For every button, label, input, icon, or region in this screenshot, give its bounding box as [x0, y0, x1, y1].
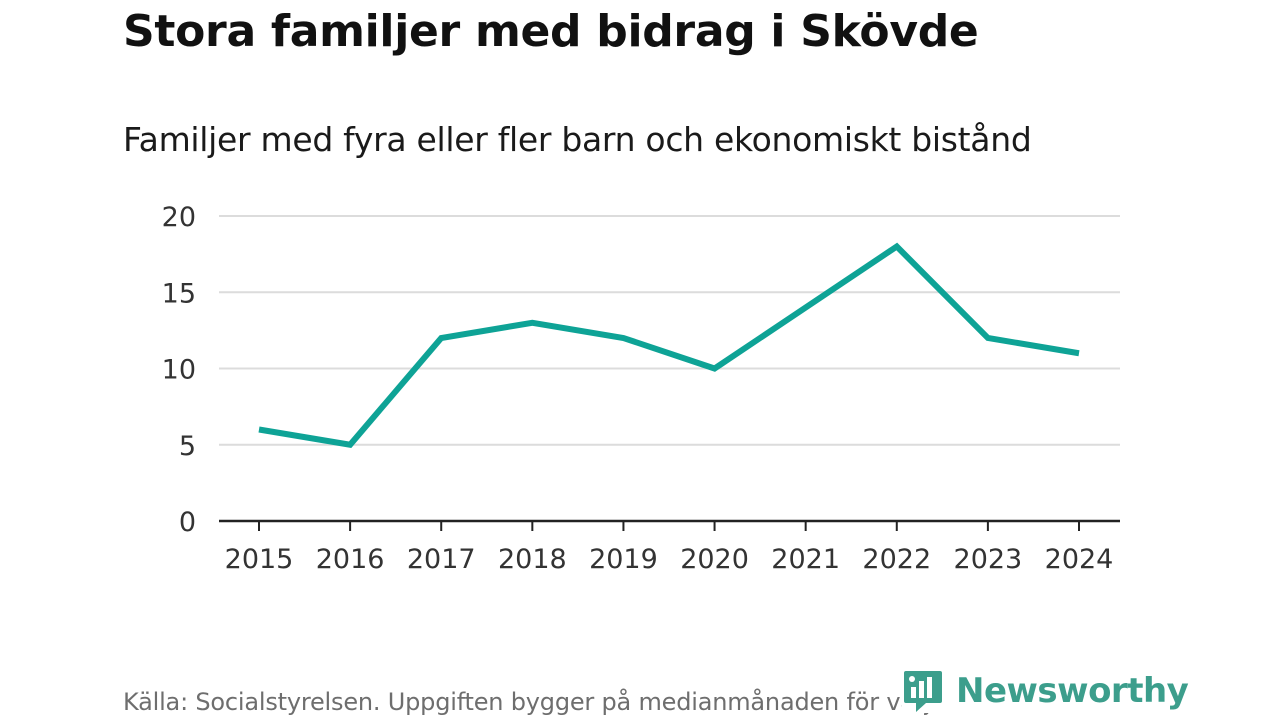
logo-text: Newsworthy — [956, 671, 1189, 711]
source-note: Källa: Socialstyrelsen. Uppgiften bygger… — [123, 688, 978, 716]
chart-subtitle: Familjer med fyra eller fler barn och ek… — [123, 120, 1032, 159]
x-tick-label-2015: 2015 — [225, 544, 294, 575]
x-tick-label-2022: 2022 — [862, 544, 931, 575]
series-line-0 — [258, 242, 1080, 448]
x-tick-label-2020: 2020 — [680, 544, 749, 575]
y-tick-label-0: 0 — [179, 507, 196, 538]
newsworthy-logo: Newsworthy — [902, 669, 1193, 713]
x-tick-label-2017: 2017 — [407, 544, 476, 575]
x-axis-labels: 2015 2016 2017 2018 2019 2020 2021 2022 2023 2024 — [225, 544, 1114, 575]
x-tick-label-2016: 2016 — [316, 544, 385, 575]
gridlines — [219, 215, 1120, 446]
series-layer — [258, 242, 1080, 448]
y-tick-label-20: 20 — [162, 202, 196, 233]
x-tick-label-2021: 2021 — [771, 544, 840, 575]
x-tick-label-2024: 2024 — [1045, 544, 1114, 575]
y-tick-label-5: 5 — [179, 431, 196, 462]
x-tick-label-2019: 2019 — [589, 544, 658, 575]
x-tick-label-2023: 2023 — [954, 544, 1023, 575]
y-tick-label-10: 10 — [162, 355, 196, 386]
y-tick-label-15: 15 — [162, 278, 196, 309]
x-tick-label-2018: 2018 — [498, 544, 567, 575]
page-title: Stora familjer med bidrag i Skövde — [123, 6, 979, 57]
y-axis-labels: 0 5 10 15 20 — [162, 202, 196, 538]
newsworthy-logo-icon — [904, 671, 942, 712]
x-axis — [219, 519, 1120, 531]
